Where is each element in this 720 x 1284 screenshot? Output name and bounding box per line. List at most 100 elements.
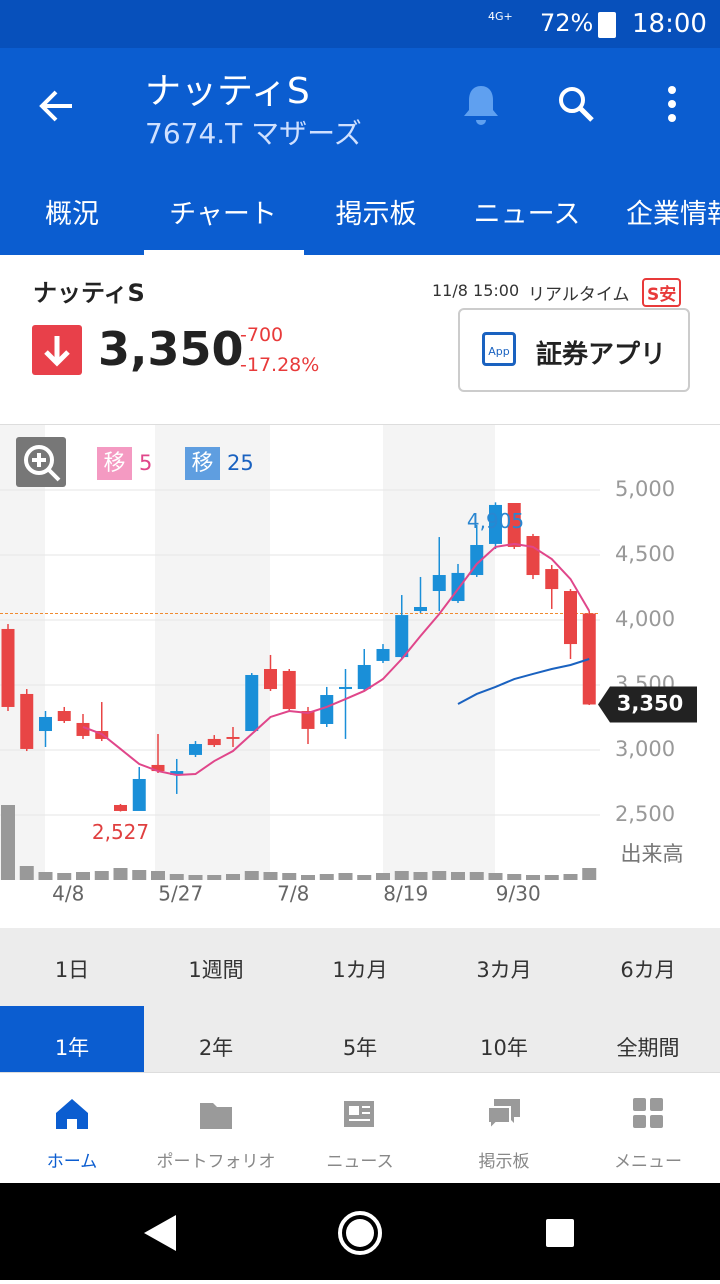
period-label: 3カ月	[476, 958, 532, 982]
period-label: 1週間	[188, 958, 244, 982]
volume-bar	[263, 872, 278, 880]
candle-body	[526, 536, 540, 576]
candle-body	[132, 778, 146, 811]
nav-item[interactable]: メニュー	[576, 1073, 720, 1184]
title: ナッティS	[145, 71, 310, 112]
period-button[interactable]: 5年	[288, 1006, 432, 1072]
app-button[interactable]: App 証券アプリ	[458, 308, 690, 392]
period-button[interactable]: 1カ月	[288, 928, 432, 1006]
stock-name: ナッティS	[33, 279, 145, 307]
volume-bar	[526, 875, 540, 880]
candle-body	[564, 591, 577, 645]
y-tick-label: 4,500	[615, 542, 675, 566]
period-label: 1カ月	[332, 958, 388, 982]
tab[interactable]: 掲示板	[335, 199, 417, 230]
system-nav	[0, 1183, 720, 1280]
nav-item[interactable]: ホーム	[0, 1073, 144, 1184]
search-icon[interactable]	[556, 84, 596, 124]
volume-bar	[151, 871, 165, 880]
volume-bar	[357, 875, 372, 880]
nav-icon	[56, 1099, 88, 1129]
last-price-tag	[598, 686, 697, 723]
volume-bar	[19, 866, 34, 880]
x-tick-label: 4/8	[52, 882, 84, 906]
x-tick-label: 7/8	[277, 882, 309, 906]
candle-body	[545, 569, 559, 590]
nav-item[interactable]: 掲示板	[432, 1073, 576, 1184]
battery-icon	[598, 12, 616, 38]
legend-period: 25	[227, 451, 254, 475]
candle-body	[57, 711, 71, 722]
period-selector: 1日 1週間 1カ月 3カ月 6カ月 1年 2年 5年 10年 全期間	[0, 928, 720, 1072]
period-button[interactable]: 3カ月	[432, 928, 576, 1006]
status-bar: 4G+ 72% 18:00	[0, 0, 720, 48]
system-buttons	[144, 1211, 574, 1255]
high-label: 4,905	[467, 509, 524, 533]
tab[interactable]: チャート	[169, 199, 277, 230]
x-tick-label: 8/19	[383, 882, 428, 906]
candle-body	[264, 669, 277, 690]
period-button[interactable]: 全期間	[576, 1006, 720, 1072]
candle-body	[376, 648, 390, 661]
volume-bar	[57, 873, 72, 880]
band	[155, 425, 270, 880]
x-tick-label: 9/30	[496, 882, 541, 906]
app-header: ナッティS 7674.T マザーズ 概況 チャート 掲示板 ニュース 企業情報	[0, 48, 720, 255]
volume-bar	[394, 871, 409, 880]
volume-bar	[319, 874, 334, 880]
app-icon: App	[482, 332, 516, 366]
tab-indicator	[144, 250, 304, 255]
period-label: 1年	[54, 1036, 90, 1060]
back-button[interactable]	[36, 86, 76, 126]
volume-bar	[207, 875, 222, 880]
tab[interactable]: 概況	[45, 199, 99, 230]
candle-body	[170, 771, 184, 775]
volume-bar	[507, 874, 522, 880]
volume-bar	[188, 875, 203, 880]
candle-body	[20, 693, 34, 749]
volume-bar	[376, 873, 390, 880]
period-button[interactable]: 1日	[0, 928, 144, 1006]
volume-bar	[113, 868, 128, 880]
legend-period: 5	[139, 451, 152, 475]
volume-bar	[169, 874, 184, 880]
more-icon[interactable]	[662, 84, 682, 124]
candle-body	[1, 628, 15, 707]
volume-bar	[582, 868, 597, 880]
nav-item[interactable]: ポートフォリオ	[144, 1073, 288, 1184]
volume-bar	[451, 872, 465, 880]
bottom-nav: ホーム ポートフォリオ ニュース 掲示板 メニュー	[0, 1072, 720, 1184]
candle-body	[39, 716, 52, 732]
app-button-label: 証券アプリ	[536, 340, 667, 370]
candle-body	[226, 737, 240, 739]
volume-bar	[94, 871, 109, 880]
candle-body	[76, 722, 90, 736]
nav-item[interactable]: ニュース	[288, 1073, 432, 1184]
volume-bar	[469, 872, 484, 880]
legend-swatch	[97, 447, 132, 480]
period-button[interactable]: 2年	[144, 1006, 288, 1072]
period-button[interactable]: 6カ月	[576, 928, 720, 1006]
legend-label: 移	[103, 451, 125, 476]
period-label: 1日	[54, 958, 90, 982]
period-label: 6カ月	[620, 958, 676, 982]
tab[interactable]: ニュース	[473, 199, 581, 230]
price: 3,350	[98, 322, 244, 376]
volume-bar	[226, 874, 240, 880]
volume-bar	[244, 871, 259, 880]
candle-body	[357, 664, 371, 690]
tab[interactable]: 企業情報	[626, 199, 720, 230]
candle-body	[432, 575, 446, 592]
nav-label: メニュー	[614, 1152, 682, 1172]
candle-body	[320, 695, 334, 724]
period-button[interactable]: 1年	[0, 1006, 144, 1072]
period-label: 全期間	[616, 1036, 680, 1060]
last-price-label: 3,350	[617, 692, 683, 716]
bell-icon[interactable]	[460, 82, 502, 128]
period-button[interactable]: 10年	[432, 1006, 576, 1072]
y-tick-label: 3,000	[615, 737, 675, 761]
volume-bar	[544, 875, 559, 880]
period-button[interactable]: 1週間	[144, 928, 288, 1006]
